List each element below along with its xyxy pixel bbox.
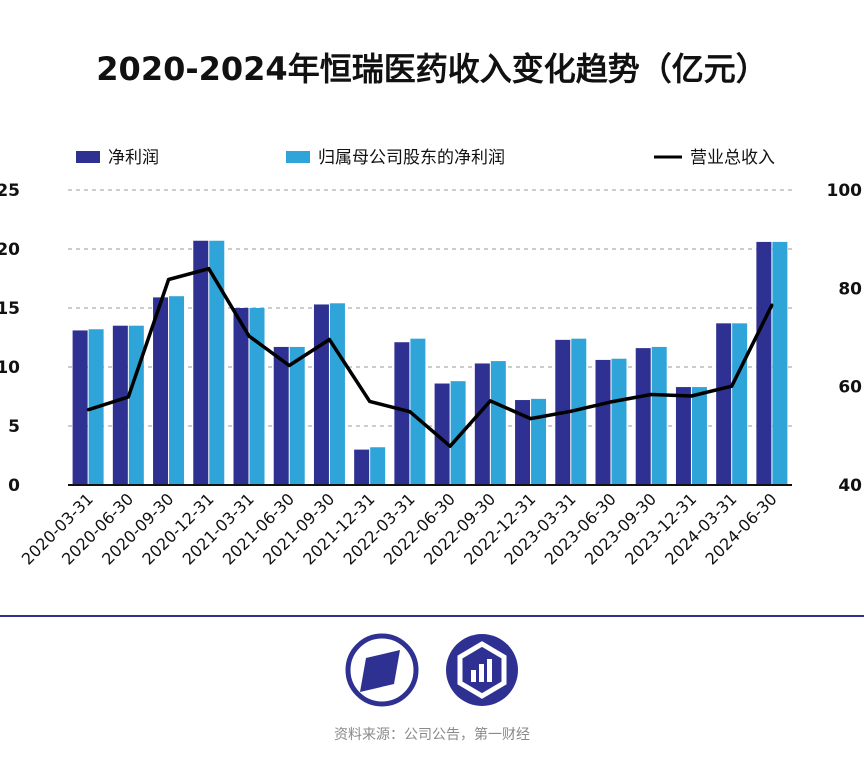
revenue-point [327, 337, 331, 341]
bar-parent-net-profit [772, 241, 788, 485]
y-left-tick-label: 25 [0, 181, 20, 201]
legend-label-parent-net-profit: 归属母公司股东的净利润 [318, 148, 505, 168]
bar-net-profit [474, 363, 490, 485]
bar-net-profit [515, 400, 531, 485]
bar-parent-net-profit [128, 325, 144, 485]
bar-net-profit [595, 359, 611, 485]
revenue-point [408, 410, 412, 414]
bar-parent-net-profit [289, 346, 305, 485]
bar-parent-net-profit [691, 387, 707, 485]
bar-net-profit [233, 308, 249, 485]
revenue-line [86, 266, 774, 448]
y-axis-right: 40 60 80 100 [827, 181, 863, 496]
chart-title: 2020-2024年恒瑞医药收入变化趋势（亿元） [96, 50, 768, 88]
bar-net-profit [313, 304, 329, 485]
revenue-point [247, 334, 251, 338]
y-left-tick-label: 5 [8, 417, 20, 437]
revenue-point [609, 400, 613, 404]
bar-net-profit [756, 241, 772, 485]
bar-net-profit [273, 346, 289, 485]
bar-net-profit [193, 240, 209, 485]
bar-net-profit [394, 342, 410, 485]
revenue-point [287, 364, 291, 368]
revenue-point [167, 277, 171, 281]
revenue-point [207, 267, 211, 271]
bar-parent-net-profit [209, 240, 225, 485]
legend-label-revenue: 营业总收入 [690, 148, 775, 168]
y-left-tick-label: 10 [0, 358, 20, 378]
bar-parent-net-profit [490, 361, 506, 485]
bar-parent-net-profit [531, 398, 547, 485]
y-left-tick-label: 15 [0, 299, 20, 319]
revenue-point [649, 393, 653, 397]
revenue-point [448, 444, 452, 448]
divider [0, 615, 864, 617]
revenue-line-path [87, 266, 774, 448]
source-note: 资料来源：公司公告，第一财经 [334, 727, 530, 743]
revenue-point [689, 394, 693, 398]
y-right-tick-label: 80 [838, 279, 862, 299]
bars [72, 240, 788, 485]
bar-parent-net-profit [249, 308, 265, 485]
bar-net-profit [635, 348, 651, 485]
bar-net-profit [716, 323, 732, 485]
revenue-point [529, 417, 533, 421]
bar-parent-net-profit [651, 346, 667, 485]
y-right-tick-label: 60 [838, 378, 862, 398]
legend-swatch-net-profit [76, 151, 100, 163]
grid [68, 189, 792, 427]
bar-net-profit [72, 330, 88, 485]
revenue-point [368, 399, 372, 403]
y-right-tick-label: 100 [827, 181, 863, 201]
revenue-point [86, 408, 90, 412]
data-logo-icon [446, 634, 518, 706]
legend-label-net-profit: 净利润 [108, 148, 159, 168]
revenue-point [730, 384, 734, 388]
y-left-tick-label: 0 [8, 476, 20, 496]
bar-net-profit [354, 449, 370, 485]
chart: 净利润 归属母公司股东的净利润 营业总收入 0 5 10 15 20 25 40 60 80 1… [0, 148, 863, 569]
x-axis: 2020-03-312020-06-302020-09-302020-12-31… [18, 484, 792, 569]
revenue-point [488, 399, 492, 403]
legend-swatch-parent-net-profit [286, 151, 310, 163]
y-left-tick-label: 20 [0, 240, 20, 260]
legend: 净利润 归属母公司股东的净利润 营业总收入 [76, 148, 775, 168]
bar-parent-net-profit [329, 303, 345, 485]
bar-parent-net-profit [611, 358, 627, 485]
bar-net-profit [675, 387, 691, 485]
y-right-tick-label: 40 [838, 476, 862, 496]
bar-parent-net-profit [732, 323, 748, 485]
bar-net-profit [112, 325, 128, 485]
bar-parent-net-profit [169, 296, 185, 485]
revenue-point [126, 395, 130, 399]
bar-net-profit [434, 383, 450, 485]
bar-parent-net-profit [571, 338, 587, 485]
revenue-point [770, 303, 774, 307]
bar-parent-net-profit [370, 447, 386, 485]
revenue-point [569, 409, 573, 413]
y-axis-left: 0 5 10 15 20 25 [0, 181, 20, 496]
bar-parent-net-profit [450, 381, 466, 485]
yicai-logo-icon [345, 633, 419, 707]
bar-net-profit [153, 297, 169, 485]
bar-parent-net-profit [410, 338, 426, 485]
